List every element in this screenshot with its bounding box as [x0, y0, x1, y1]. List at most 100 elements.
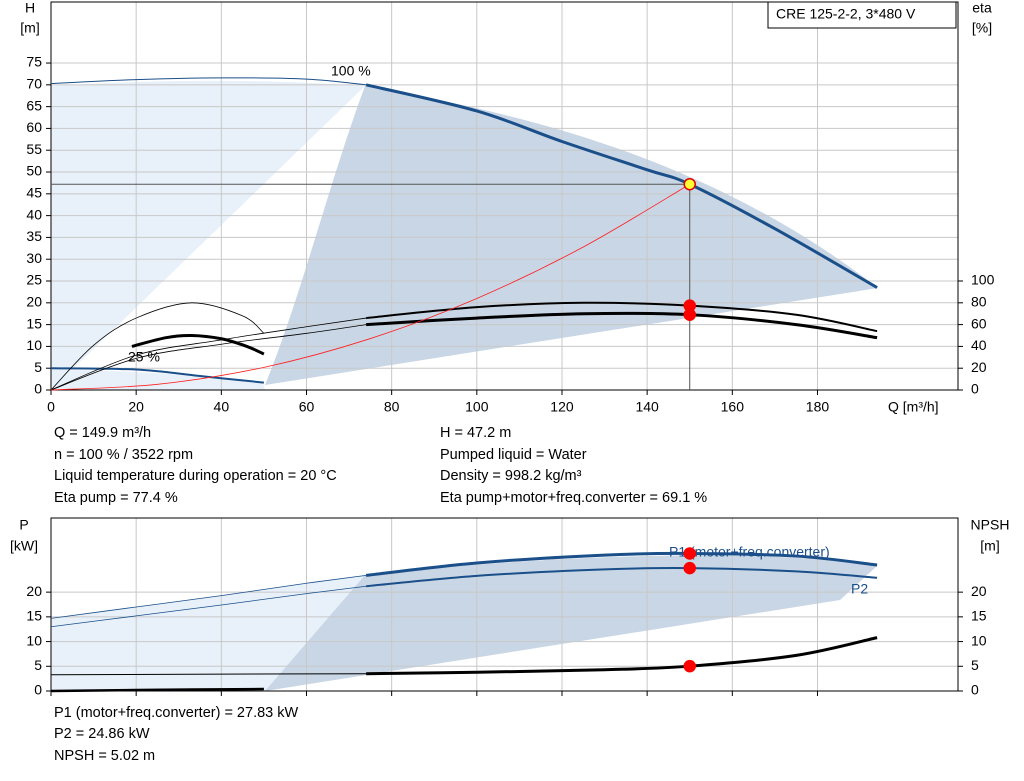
operating-point: [683, 547, 696, 560]
plots: 0 20 40 60 80 100 120 140 160 1800510152025303540…: [10, 0, 1009, 698]
x-tick-label: 140: [635, 399, 659, 415]
y2-tick-label: 100: [971, 272, 995, 288]
curve: [131, 333, 265, 356]
dark-area: [265, 86, 878, 385]
dark-area: [265, 555, 878, 691]
x-tick-label: 100: [465, 399, 489, 415]
curve: [366, 311, 878, 340]
curve: [366, 567, 878, 588]
info: Density = 998.2 kg/m³: [440, 468, 582, 484]
y2-tick-label: 20: [971, 583, 987, 599]
y-tick-label: 55: [26, 141, 42, 157]
y-tick-label: 0: [34, 682, 42, 698]
plot-frame: [50, 517, 959, 692]
curve: [365, 83, 878, 289]
y-tick-label: 0: [34, 381, 42, 397]
info: P2 = 24.86 kW: [54, 726, 150, 742]
info: NPSH = 5.02 m: [54, 748, 155, 764]
y-tick-label: 30: [26, 250, 42, 266]
curve: [365, 551, 878, 577]
y2-tick-label: 40: [971, 337, 987, 353]
y-tick-label: 50: [26, 163, 42, 179]
curve: [50, 77, 367, 86]
info: Q = 149.9 m³/h: [54, 425, 151, 441]
light-area: [51, 575, 365, 691]
curve: [50, 324, 367, 391]
y-tick-label: 10: [26, 337, 42, 353]
y-axis-label: P: [19, 517, 28, 533]
y-tick-label: 20: [26, 294, 42, 310]
y2-tick-label: 15: [971, 608, 987, 624]
plot-frame: [50, 1, 959, 391]
info: Eta pump+motor+freq.converter = 69.1 %: [440, 490, 707, 506]
y-tick-label: 10: [26, 632, 42, 648]
info: n = 100 % / 3522 rpm: [54, 447, 193, 463]
operating-point: [683, 308, 696, 321]
curve: [366, 301, 878, 333]
info: Liquid temperature during operation = 20…: [54, 468, 337, 484]
curve: [50, 687, 264, 693]
curve: [50, 574, 367, 619]
y-tick-label: 5: [34, 657, 42, 673]
y2-axis-label: eta: [972, 0, 992, 16]
y-tick-label: 15: [26, 608, 42, 624]
y2-tick-label: 60: [971, 315, 987, 331]
x-tick-label: 120: [550, 399, 574, 415]
y2-axis-label: [%]: [972, 20, 992, 36]
info-bottom: P1 (motor+freq.converter) = 27.83 kW P2 …: [54, 705, 298, 764]
y2-tick-label: 20: [971, 359, 987, 375]
x-tick-label: 20: [128, 399, 144, 415]
y2-tick-label: 5: [971, 657, 979, 673]
curve-label: P2: [851, 581, 868, 597]
y-tick-label: 45: [26, 185, 42, 201]
x-tick-label: 0: [47, 399, 55, 415]
y-tick-label: 35: [26, 228, 42, 244]
curve-label: P1 (motor+freq.converter): [669, 544, 830, 560]
curve: [50, 302, 265, 391]
shading: [51, 80, 878, 691]
operating-point: [683, 177, 696, 191]
info: H = 47.2 m: [440, 425, 511, 441]
y2-tick-label: 80: [971, 294, 987, 310]
operating-point: [683, 659, 696, 673]
curve: [50, 183, 690, 391]
y-tick-label: 40: [26, 206, 42, 222]
y-tick-label: 65: [26, 97, 42, 113]
x-tick-label: 40: [214, 399, 230, 415]
y-axis-label: [m]: [20, 20, 39, 36]
y-axis-label: H: [25, 0, 35, 16]
title-box: [767, 1, 957, 29]
y-tick-label: 60: [26, 119, 42, 135]
info: P1 (motor+freq.converter) = 27.83 kW: [54, 705, 298, 721]
y2-tick-label: 0: [971, 682, 979, 698]
light-area: [51, 80, 365, 390]
box-title: CRE 125-2-2, 3*480 V: [767, 1, 957, 29]
x-tick-label: 160: [721, 399, 745, 415]
curve: [50, 673, 367, 676]
x-tick-label: 60: [299, 399, 315, 415]
curve: [50, 585, 367, 628]
curve-label: 100 %: [331, 63, 371, 79]
y-tick-label: 70: [26, 76, 42, 92]
curve: [366, 636, 878, 676]
y2-axis-label: NPSH: [971, 517, 1010, 533]
operating-point: [683, 561, 696, 575]
light-area: [51, 370, 265, 390]
y-tick-label: 5: [34, 359, 42, 375]
y2-axis-label: [m]: [980, 538, 999, 554]
y-tick-label: 15: [26, 315, 42, 331]
y-axis-label: [kW]: [10, 538, 38, 554]
x-tick-label: 80: [384, 399, 400, 415]
curve: [50, 367, 265, 384]
info: Pumped liquid = Water: [440, 447, 587, 463]
x-axis-label: Q [m³/h]: [888, 399, 939, 415]
y-tick-label: 25: [26, 272, 42, 288]
info: Eta pump = 77.4 %: [54, 490, 178, 506]
x-tick-label: 180: [806, 399, 830, 415]
y-tick-label: 20: [26, 583, 42, 599]
title: CRE 125-2-2, 3*480 V: [776, 6, 916, 22]
y-tick-label: 75: [26, 54, 42, 70]
info-top: Q = 149.9 m³/h n = 100 % / 3522 rpm Liqu…: [54, 425, 707, 506]
y2-tick-label: 10: [971, 632, 987, 648]
y2-tick-label: 0: [971, 381, 979, 397]
